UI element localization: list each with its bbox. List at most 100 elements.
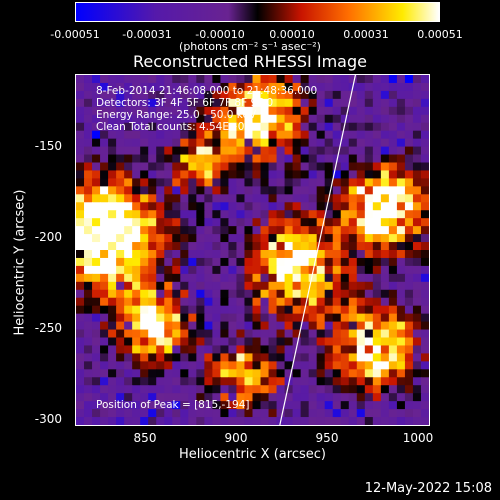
heatmap-pixel [252,122,262,132]
heatmap-pixel [308,417,318,425]
heatmap-pixel [284,297,294,307]
heatmap-pixel [164,90,173,100]
heatmap-pixel [396,329,406,339]
heatmap-pixel [284,130,294,140]
heatmap-pixel [180,393,189,402]
heatmap-pixel [172,305,181,315]
heatmap-pixel [372,313,382,323]
heatmap-pixel [108,385,117,394]
heatmap-pixel [244,417,254,425]
heatmap-pixel [188,265,197,275]
heatmap-pixel [212,337,222,347]
heatmap-pixel [140,289,149,299]
heatmap-pixel [364,377,374,386]
heatmap-pixel [356,281,366,291]
heatmap-pixel [236,393,246,402]
heatmap-pixel [396,154,406,164]
heatmap-pixel [340,297,350,307]
heatmap-pixel [172,234,181,243]
heatmap-pixel [156,82,165,92]
heatmap-pixel [260,305,270,315]
heatmap-pixel [84,377,93,386]
heatmap-pixel [292,345,302,355]
heatmap-pixel [124,313,133,323]
heatmap-pixel [420,329,429,339]
heatmap-pixel [236,257,246,267]
heatmap-pixel [100,130,109,140]
heatmap-pixel [204,417,213,425]
heatmap-pixel [276,106,286,116]
heatmap-pixel [236,313,246,323]
heatmap-pixel [100,273,109,283]
heatmap-pixel [180,106,189,116]
heatmap-pixel [188,218,197,227]
heatmap-pixel [292,337,302,347]
heatmap-pixel [340,401,350,410]
heatmap-pixel [164,409,173,418]
heatmap-pixel [140,369,149,378]
heatmap-pixel [140,385,149,394]
heatmap-pixel [188,98,197,108]
heatmap-pixel [300,377,310,386]
heatmap-pixel [284,106,294,116]
heatmap-pixel [196,170,205,180]
heatmap-pixel [204,146,213,156]
heatmap-pixel [332,329,342,339]
heatmap-pixel [420,186,429,195]
heatmap-pixel [356,393,366,402]
heatmap-pixel [372,289,382,299]
heatmap-image [76,75,429,425]
heatmap-pixel [244,345,254,355]
heatmap-pixel [220,353,230,362]
heatmap-pixel [380,250,390,259]
heatmap-pixel [380,122,390,132]
heatmap-pixel [388,297,398,307]
heatmap-pixel [276,202,286,211]
heatmap-pixel [364,202,374,211]
heatmap-pixel [332,377,342,386]
heatmap-pixel [92,146,101,156]
heatmap-pixel [124,90,133,100]
heatmap-pixel [140,194,149,203]
heatmap-pixel [148,202,157,211]
heatmap-pixel [268,170,278,180]
heatmap-pixel [244,385,254,394]
y-tick: -300 [34,412,62,426]
heatmap-pixel [116,369,125,378]
heatmap-pixel [372,234,382,243]
heatmap-pixel [132,114,141,124]
heatmap-pixel [236,242,246,251]
heatmap-pixel [76,186,85,195]
heatmap-pixel [356,409,366,418]
heatmap-pixel [100,194,109,203]
heatmap-pixel [300,297,310,307]
heatmap-pixel [140,146,149,156]
heatmap-pixel [324,353,334,362]
heatmap-pixel [244,337,254,347]
heatmap-pixel [396,202,406,211]
heatmap-pixel [196,146,205,156]
heatmap-pixel [340,234,350,243]
heatmap-pixel [396,194,406,203]
heatmap-pixel [372,305,382,315]
heatmap-pixel [164,75,173,84]
heatmap-pixel [260,345,270,355]
heatmap-pixel [252,146,262,156]
heatmap-pixel [260,417,270,425]
heatmap-pixel [228,98,238,108]
peak-position: Position of Peak = [815,-194] [96,399,250,411]
heatmap-pixel [228,281,238,291]
heatmap-pixel [404,361,414,370]
heatmap-pixel [156,130,165,140]
heatmap-pixel [380,234,390,243]
heatmap-pixel [100,250,109,259]
heatmap-pixel [132,202,141,211]
heatmap-pixel [396,337,406,347]
heatmap-pixel [124,265,133,275]
heatmap-pixel [212,289,222,299]
heatmap-pixel [420,234,429,243]
heatmap-pixel [212,281,222,291]
heatmap-pixel [324,273,334,283]
heatmap-pixel [308,122,318,132]
heatmap-pixel [340,82,350,92]
